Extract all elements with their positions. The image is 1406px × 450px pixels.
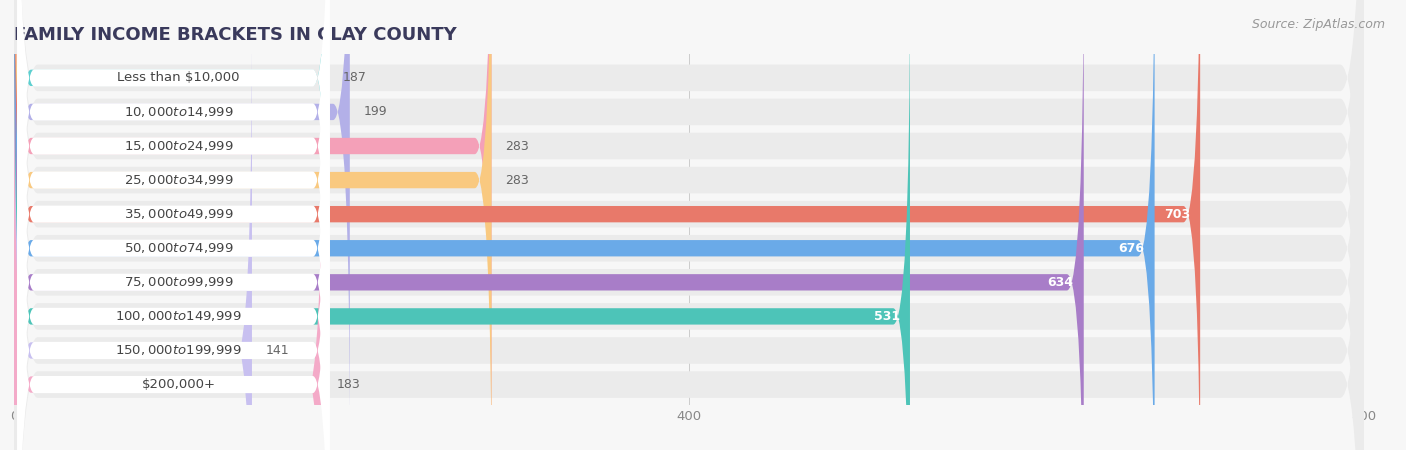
FancyBboxPatch shape [14, 0, 1364, 450]
FancyBboxPatch shape [14, 0, 492, 450]
FancyBboxPatch shape [14, 0, 1364, 450]
Text: $150,000 to $199,999: $150,000 to $199,999 [115, 343, 242, 357]
Text: 199: 199 [363, 105, 387, 118]
Text: FAMILY INCOME BRACKETS IN CLAY COUNTY: FAMILY INCOME BRACKETS IN CLAY COUNTY [14, 26, 457, 44]
FancyBboxPatch shape [14, 0, 1364, 450]
Text: $10,000 to $14,999: $10,000 to $14,999 [124, 105, 233, 119]
Text: $75,000 to $99,999: $75,000 to $99,999 [124, 275, 233, 289]
FancyBboxPatch shape [14, 0, 1364, 450]
FancyBboxPatch shape [14, 0, 1364, 450]
FancyBboxPatch shape [17, 0, 329, 450]
Text: Less than $10,000: Less than $10,000 [117, 72, 240, 84]
FancyBboxPatch shape [17, 0, 329, 410]
Text: 634: 634 [1047, 276, 1074, 289]
Text: $100,000 to $149,999: $100,000 to $149,999 [115, 310, 242, 324]
Text: $15,000 to $24,999: $15,000 to $24,999 [124, 139, 233, 153]
Text: $50,000 to $74,999: $50,000 to $74,999 [124, 241, 233, 255]
Text: 283: 283 [505, 140, 529, 153]
FancyBboxPatch shape [14, 0, 910, 450]
FancyBboxPatch shape [14, 18, 252, 450]
Text: 141: 141 [266, 344, 290, 357]
FancyBboxPatch shape [14, 0, 1154, 450]
FancyBboxPatch shape [17, 18, 329, 450]
FancyBboxPatch shape [14, 0, 329, 410]
FancyBboxPatch shape [14, 0, 1364, 450]
Text: Source: ZipAtlas.com: Source: ZipAtlas.com [1251, 18, 1385, 31]
FancyBboxPatch shape [14, 0, 1364, 450]
FancyBboxPatch shape [17, 0, 329, 450]
FancyBboxPatch shape [17, 0, 329, 450]
Text: $35,000 to $49,999: $35,000 to $49,999 [124, 207, 233, 221]
FancyBboxPatch shape [14, 0, 492, 450]
FancyBboxPatch shape [17, 0, 329, 450]
Text: 531: 531 [873, 310, 900, 323]
Text: 703: 703 [1164, 207, 1189, 220]
FancyBboxPatch shape [17, 0, 329, 450]
Text: $25,000 to $34,999: $25,000 to $34,999 [124, 173, 233, 187]
FancyBboxPatch shape [14, 0, 1364, 450]
FancyBboxPatch shape [14, 0, 1364, 450]
FancyBboxPatch shape [17, 52, 329, 450]
FancyBboxPatch shape [14, 0, 1201, 450]
FancyBboxPatch shape [14, 0, 350, 445]
FancyBboxPatch shape [14, 0, 1084, 450]
FancyBboxPatch shape [14, 0, 1364, 450]
Text: $200,000+: $200,000+ [142, 378, 215, 391]
Text: 183: 183 [336, 378, 360, 391]
FancyBboxPatch shape [17, 0, 329, 444]
FancyBboxPatch shape [17, 0, 329, 450]
FancyBboxPatch shape [14, 52, 323, 450]
Text: 187: 187 [343, 72, 367, 84]
Text: 283: 283 [505, 174, 529, 187]
Text: 676: 676 [1119, 242, 1144, 255]
